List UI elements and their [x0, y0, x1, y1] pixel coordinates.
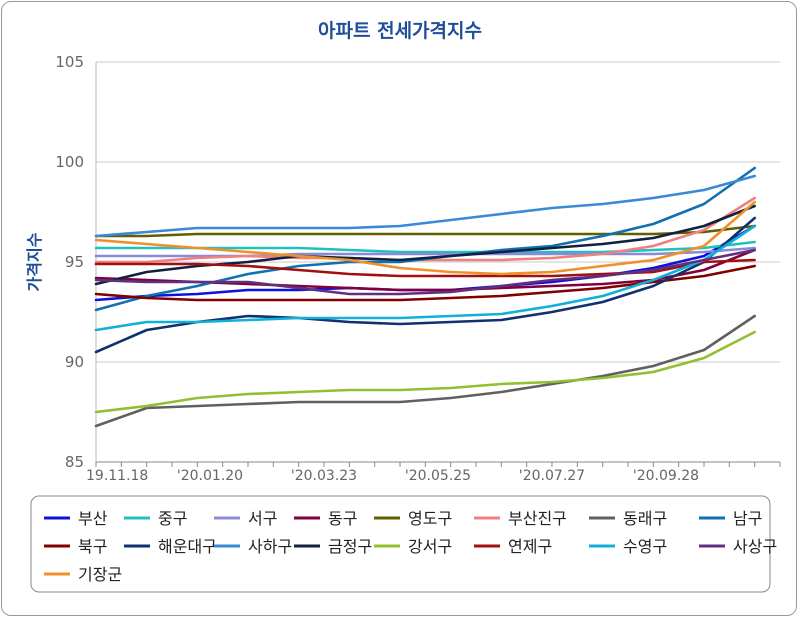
y-axis-label: 가격지수 [25, 232, 44, 291]
y-tick-label-90: 90 [65, 353, 84, 371]
x-tick-label: '20.01.20 [177, 468, 243, 484]
chart-title: 아파트 전세가격지수 [318, 20, 482, 42]
legend-label-5: 부산진구 [508, 509, 567, 528]
legend-label-15: 사상구 [733, 537, 777, 556]
legend-label-14: 수영구 [623, 537, 667, 556]
legend-label-16: 기장군 [78, 565, 122, 584]
x-tick-label: 19.11.18 [86, 468, 148, 484]
y-tick-label-105: 105 [55, 53, 84, 71]
legend-label-11: 금정구 [328, 537, 372, 556]
y-tick-label-95: 95 [65, 253, 84, 271]
legend-label-4: 영도구 [408, 509, 452, 528]
legend-label-6: 동래구 [623, 509, 667, 528]
legend-label-1: 중구 [158, 509, 187, 528]
legend-label-13: 연제구 [508, 537, 552, 556]
series-lines [94, 166, 757, 428]
series-line-15 [94, 248, 757, 296]
legend-label-10: 사하구 [248, 537, 292, 556]
legend-label-9: 해운대구 [158, 537, 217, 556]
series-line-12 [94, 330, 757, 414]
legend-label-3: 동구 [328, 509, 357, 528]
legend-label-7: 남구 [733, 509, 762, 528]
legend-box [30, 495, 771, 593]
x-axis: 19.11.18 '20.01.20 '20.03.23 '20.05.25 '20.0… [86, 62, 781, 484]
y-tick-label-85: 85 [65, 453, 84, 471]
x-tick-label: '20.07.27 [519, 468, 585, 484]
series-line-13 [94, 258, 757, 278]
x-tick-label: '20.09.28 [633, 468, 699, 484]
series-line-14 [94, 224, 757, 332]
series-line-16 [94, 200, 757, 276]
legend-label-2: 서구 [248, 509, 277, 528]
y-tick-label-100: 100 [55, 153, 84, 171]
series-line-6 [94, 314, 757, 428]
series-line-4 [94, 224, 757, 238]
legend-label-0: 부산 [78, 509, 108, 528]
series-line-10 [94, 174, 757, 238]
legend-label-12: 강서구 [408, 537, 452, 556]
x-tick-label: '20.05.25 [405, 468, 471, 484]
y-tick-labels: 85 90 95 100 105 [55, 53, 84, 471]
x-tick-label: '20.03.23 [291, 468, 357, 484]
series-line-2 [94, 246, 757, 258]
legend-label-8: 북구 [78, 537, 107, 556]
